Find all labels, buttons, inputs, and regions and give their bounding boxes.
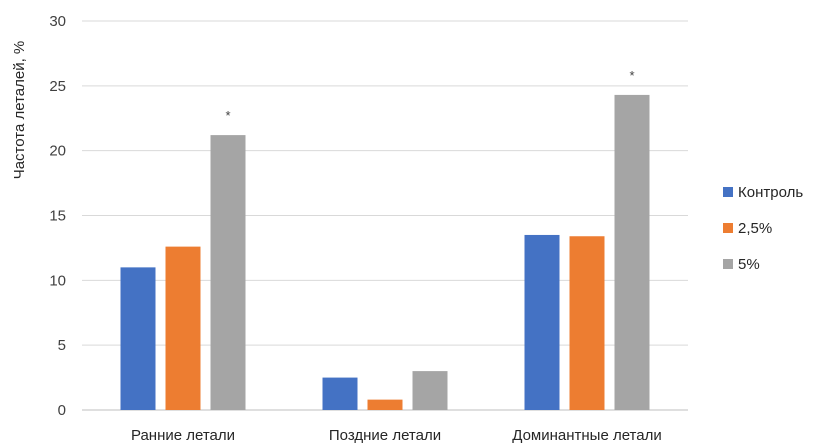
- y-axis-ticks: 0 5 10 15 20 25 30: [49, 13, 66, 419]
- legend-label: Контроль: [738, 184, 803, 201]
- legend-swatch: [723, 259, 733, 269]
- x-category-label: Ранние летали: [131, 427, 235, 444]
- bar: [569, 236, 605, 410]
- y-tick-label: 20: [49, 143, 66, 160]
- legend-label: 2,5%: [738, 220, 772, 237]
- y-tick-label: 5: [58, 337, 66, 354]
- y-tick-label: 25: [49, 78, 66, 95]
- bar: [120, 267, 156, 410]
- bar: [210, 135, 246, 410]
- significance-marker: *: [225, 108, 230, 123]
- annotations: **: [225, 68, 634, 123]
- y-axis-title: Частота леталей, %: [11, 41, 28, 180]
- x-category-label: Поздние летали: [329, 427, 441, 444]
- significance-marker: *: [629, 68, 634, 83]
- y-tick-label: 15: [49, 208, 66, 225]
- y-tick-label: 30: [49, 13, 66, 30]
- legend-label: 5%: [738, 256, 760, 273]
- x-category-label: Доминантные летали: [512, 427, 662, 444]
- y-tick-label: 0: [58, 402, 66, 419]
- bar: [524, 234, 560, 410]
- bar: [614, 94, 650, 410]
- bars: [120, 94, 650, 410]
- legend: Контроль 2,5% 5%: [723, 184, 803, 273]
- bar: [412, 371, 448, 410]
- bar: [165, 246, 201, 410]
- legend-swatch: [723, 187, 733, 197]
- x-axis-categories: Ранние летали Поздние летали Доминантные л…: [131, 427, 662, 444]
- bar: [367, 399, 403, 410]
- legend-swatch: [723, 223, 733, 233]
- y-tick-label: 10: [49, 272, 66, 289]
- bar: [322, 377, 358, 410]
